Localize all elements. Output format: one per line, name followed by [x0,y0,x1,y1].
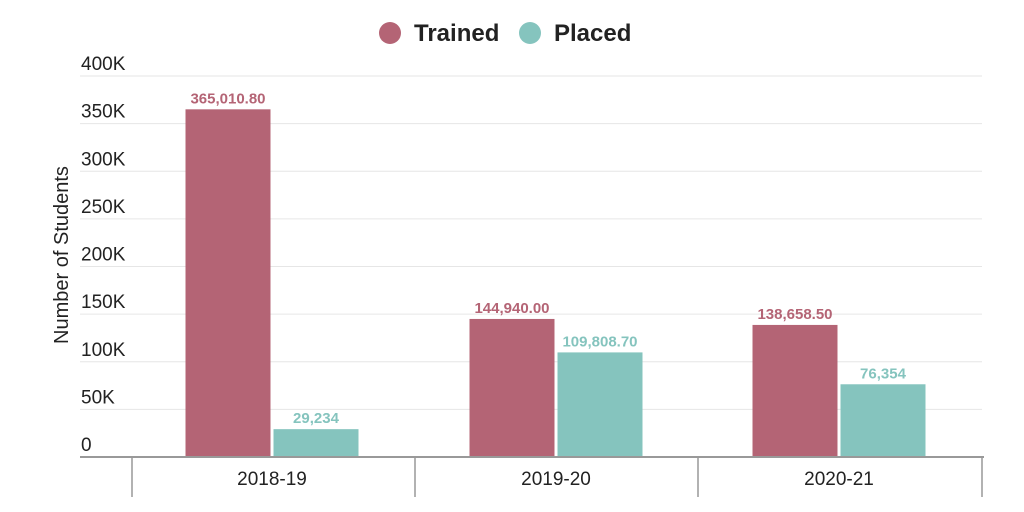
data-label-trained-2020-21: 138,658.50 [757,306,832,323]
bars: 365,010.80 29,234 144,940.00 109,808.70 138,… [185,90,926,457]
legend-marker-trained [379,22,401,44]
bar-trained-2019-20 [469,318,555,457]
x-axis: 2018-19 2019-20 2020-21 [80,456,984,497]
bar-trained-2018-19 [185,109,271,457]
y-tick-label: 50K [81,387,115,408]
y-axis-title: Number of Students [51,166,73,344]
bar-placed-2019-20 [557,352,643,457]
data-label-placed-2018-19: 29,234 [293,410,340,427]
legend-label-trained: Trained [414,20,499,47]
data-label-trained-2019-20: 144,940.00 [474,300,549,317]
bar-placed-2018-19 [273,429,359,457]
x-tick-label: 2020-21 [804,469,874,490]
legend: Trained Placed [379,20,631,47]
bar-placed-2020-21 [840,384,926,457]
y-tick-label: 0 [81,435,92,456]
data-label-trained-2018-19: 365,010.80 [190,90,265,107]
bar-trained-2020-21 [752,324,838,457]
y-axis-ticks: 0 50K 100K 150K 200K 250K 300K 350K 400K [81,54,126,456]
x-tick-label: 2019-20 [521,469,591,490]
legend-marker-placed [519,22,541,44]
x-tick-label: 2018-19 [237,469,307,490]
data-label-placed-2020-21: 76,354 [860,365,907,382]
y-tick-label: 200K [81,245,126,266]
y-tick-label: 250K [81,197,126,218]
y-tick-label: 300K [81,149,126,170]
y-tick-label: 100K [81,340,126,361]
y-tick-label: 150K [81,292,126,313]
data-label-placed-2019-20: 109,808.70 [562,333,637,350]
y-tick-label: 400K [81,54,126,75]
legend-label-placed: Placed [554,20,631,47]
y-tick-label: 350K [81,102,126,123]
